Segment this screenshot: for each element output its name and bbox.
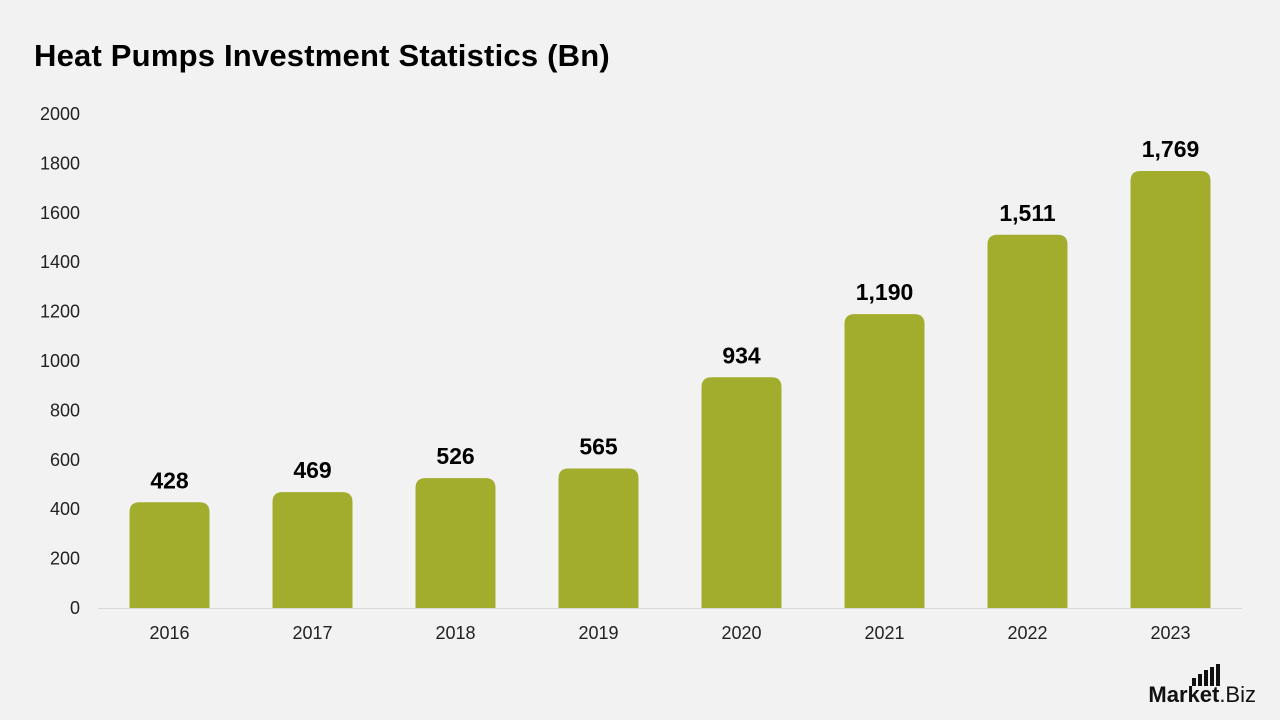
bars-group [129,171,1211,608]
data-label-2016: 428 [150,467,189,493]
brand-logo: Market.Biz [1116,664,1256,708]
data-label-2023: 1,769 [1142,136,1200,162]
x-tick-label: 2020 [721,623,761,643]
x-tick-label: 2016 [149,623,189,643]
brand-part-2: .Biz [1219,682,1256,707]
data-label-2021: 1,190 [856,279,914,305]
y-tick-label: 600 [50,450,80,470]
y-tick-label: 800 [50,400,80,420]
bar-2018 [415,478,496,608]
data-labels-group: 428 469 526 565 934 1,190 1,511 1,769 [150,136,1199,493]
data-label-2018: 526 [436,443,474,469]
bar-2017 [272,492,353,608]
y-tick-label: 1600 [40,203,80,223]
x-tick-label: 2018 [435,623,475,643]
x-axis: 2016 2017 2018 2019 2020 2021 2022 2023 [149,623,1190,643]
x-tick-label: 2023 [1150,623,1190,643]
y-tick-label: 400 [50,499,80,519]
data-label-2019: 565 [579,433,618,459]
bar-2023 [1130,171,1211,608]
bar-2019 [558,468,639,608]
data-label-2020: 934 [722,342,761,368]
brand-wordmark: Market.Biz [1148,682,1256,708]
y-tick-label: 1200 [40,302,80,322]
bar-2021 [844,314,925,608]
brand-part-1: Market [1148,682,1220,707]
x-tick-label: 2017 [292,623,332,643]
y-tick-label: 2000 [40,104,80,124]
chart-title: Heat Pumps Investment Statistics (Bn) [34,38,610,73]
y-tick-label: 200 [50,549,80,569]
y-tick-label: 0 [70,598,80,618]
y-tick-label: 1800 [40,153,80,173]
x-tick-label: 2022 [1007,623,1047,643]
bars-logo-icon [1192,664,1220,686]
y-axis: 0 200 400 600 800 1000 1200 1400 1600 1800 2000 [40,104,80,618]
bar-2022 [987,234,1068,608]
y-tick-label: 1000 [40,351,80,371]
y-tick-label: 1400 [40,252,80,272]
data-label-2022: 1,511 [999,200,1055,226]
x-tick-label: 2019 [578,623,618,643]
data-label-2017: 469 [293,457,331,483]
x-tick-label: 2021 [864,623,904,643]
bar-2020 [701,377,782,608]
bar-2016 [129,502,210,608]
